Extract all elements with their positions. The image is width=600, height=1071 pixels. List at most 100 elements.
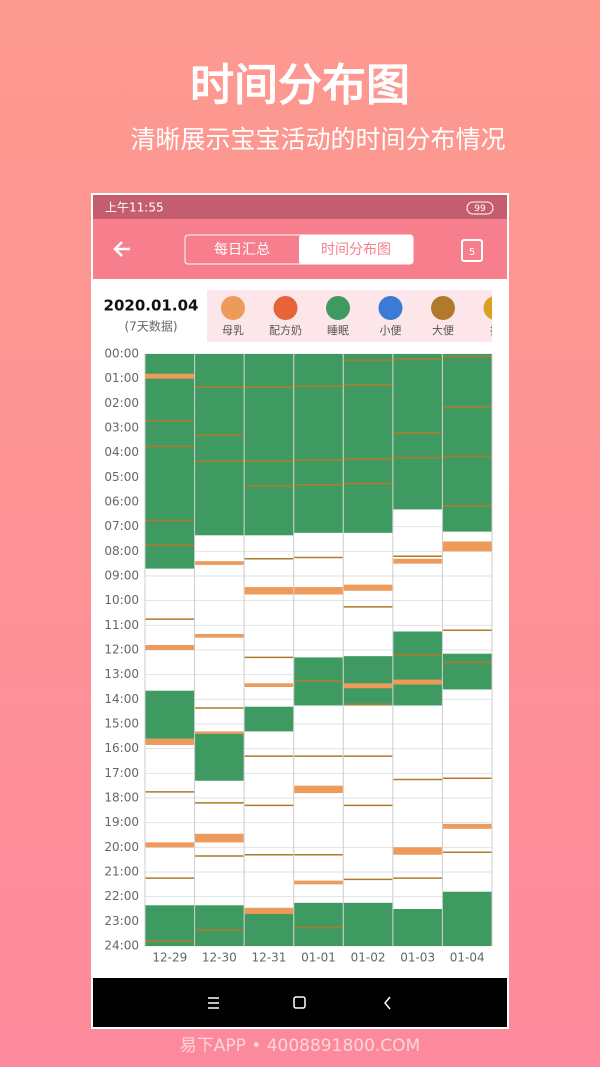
y-tick-label: 20:00 (104, 840, 139, 854)
calendar-button[interactable] (461, 239, 483, 262)
y-tick-label: 02:00 (104, 396, 139, 410)
event-interval (393, 354, 442, 510)
event-interval (393, 631, 442, 706)
event-interval (294, 880, 343, 885)
y-tick-label: 04:00 (104, 445, 139, 459)
legend-icon (483, 296, 492, 320)
event-interval (442, 653, 492, 690)
home-button[interactable] (293, 996, 306, 1009)
promo-title: 时间分布图 (190, 60, 410, 111)
legend-label: 大便 (432, 323, 454, 337)
legend-label: 睡眠 (327, 324, 349, 337)
event-interval (343, 656, 393, 706)
event-interval (145, 738, 195, 745)
event-interval (393, 909, 442, 946)
legend-label: 配方奶 (269, 323, 302, 337)
tab[interactable]: 每日汇总 (214, 242, 270, 258)
y-tick-label: 23:00 (104, 914, 139, 928)
y-tick-label: 21:00 (104, 865, 139, 879)
event-interval (195, 731, 244, 734)
tab[interactable]: 时间分布图 (321, 242, 391, 258)
status-bar (93, 195, 507, 219)
legend-icon (326, 296, 350, 320)
event-interval (343, 584, 393, 591)
event-interval (442, 891, 492, 946)
event-interval (244, 354, 294, 536)
event-interval (393, 847, 442, 855)
event-interval (442, 541, 492, 552)
y-tick-label: 15:00 (104, 717, 139, 731)
event-interval (195, 905, 244, 946)
event-interval (244, 706, 294, 732)
x-tick-label: 01-03 (400, 951, 435, 965)
y-tick-label: 17:00 (104, 766, 139, 780)
event-interval (195, 354, 244, 536)
event-interval (393, 679, 442, 685)
event-interval (294, 354, 343, 533)
status-time: 上午11:55 (105, 201, 164, 215)
event-interval (343, 683, 393, 689)
y-tick-label: 14:00 (104, 692, 139, 706)
legend-label: 母乳 (222, 324, 244, 337)
event-interval (393, 558, 442, 564)
y-tick-label: 11:00 (104, 618, 139, 632)
y-tick-label: 24:00 (104, 939, 139, 953)
watermark: 易下APP • 4008891800.COM (180, 1036, 420, 1056)
legend-label: 小便 (380, 324, 402, 337)
back-button[interactable] (113, 241, 130, 257)
legend-label: 换 (490, 323, 501, 337)
event-interval (244, 683, 294, 687)
event-interval (145, 373, 195, 379)
legend-icon (431, 296, 455, 320)
y-tick-label: 12:00 (104, 643, 139, 657)
event-interval (442, 354, 492, 532)
y-tick-label: 10:00 (104, 593, 139, 607)
event-interval (294, 785, 343, 794)
battery (466, 201, 494, 215)
legend-icon (378, 296, 403, 320)
y-tick-label: 06:00 (104, 495, 139, 509)
y-tick-label: 05:00 (104, 470, 139, 484)
range-note: (7天数据) (125, 319, 178, 334)
event-interval (343, 354, 393, 533)
event-interval (294, 902, 343, 946)
chart: 00:00 01:00 02:00 03:00 04:00 05:00 06:00 07:00… (104, 347, 493, 965)
nav-bar (93, 978, 507, 1027)
x-tick-label: 12-29 (152, 951, 187, 965)
event-interval (195, 732, 244, 781)
y-tick-label: 03:00 (104, 421, 139, 435)
y-tick-label: 01:00 (104, 371, 139, 385)
battery-level: 99 (474, 204, 486, 214)
y-tick-label: 19:00 (104, 815, 139, 829)
y-tick-label: 22:00 (104, 889, 139, 903)
x-tick-label: 01-04 (450, 951, 485, 965)
back-nav-button[interactable] (384, 996, 391, 1010)
menu-button[interactable] (208, 997, 219, 1009)
event-interval (145, 354, 195, 569)
event-interval (145, 690, 195, 739)
legend-icon (273, 296, 298, 320)
calendar-day: 5 (469, 247, 475, 258)
event-interval (195, 833, 244, 843)
promo-subtitle: 清晰展示宝宝活动的时间分布情况 (130, 125, 505, 154)
x-tick-label: 12-30 (202, 951, 237, 965)
event-interval (244, 910, 294, 946)
y-tick-label: 09:00 (104, 569, 139, 583)
event-interval (195, 561, 244, 565)
event-interval (195, 633, 244, 638)
event-interval (294, 587, 343, 595)
event-interval (145, 645, 195, 650)
x-tick-label: 12-31 (251, 951, 286, 965)
y-tick-label: 18:00 (104, 791, 139, 805)
event-interval (244, 907, 294, 914)
legend: 母乳 配方奶 睡眠 小便 大便 换 (221, 296, 501, 337)
event-interval (343, 902, 393, 946)
date: 2020.01.04 (104, 297, 199, 315)
event-interval (244, 587, 294, 595)
y-tick-label: 16:00 (104, 741, 139, 755)
y-tick-label: 07:00 (104, 519, 139, 533)
event-interval (145, 842, 195, 848)
event-interval (145, 905, 195, 946)
x-tick-label: 01-01 (301, 951, 336, 965)
